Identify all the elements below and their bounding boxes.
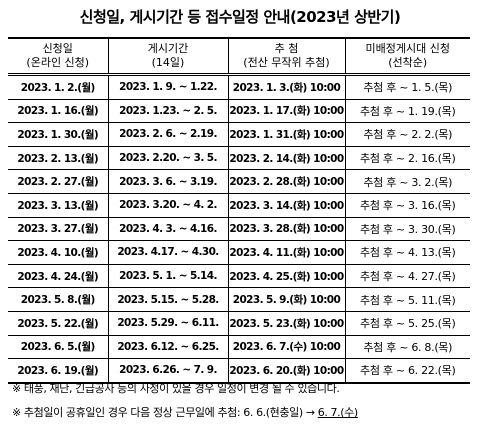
table-cell: 2023. 2. 6. ~ 2.19.: [107, 122, 229, 147]
table-cell: 2023. 6. 19.(월): [8, 358, 109, 384]
table-cell: 2023. 3.20. ~ 4. 2.: [107, 192, 229, 218]
table-row: 2023. 2. 27.(월) 2023. 3. 6. ~ 3.19. 2023. …: [8, 169, 470, 194]
table-cell: 2023. 2.20. ~ 3. 5.: [107, 145, 229, 171]
table-cell: 추첨 후 ~ 6. 22.(목): [344, 358, 470, 384]
table-cell: 2023. 2. 28.(화) 10:00: [227, 169, 346, 194]
table-cell: 2023. 2. 13.(월): [8, 145, 109, 171]
table-cell: 2023. 3. 14.(화) 10:00: [227, 192, 346, 218]
table-cell: 추첨 후 ~ 6. 8.(목): [344, 334, 470, 360]
table-row: 2023. 3. 27.(월) 2023. 4. 3. ~ 4.16. 2023. …: [8, 216, 470, 242]
table-cell: 2023. 6.26. ~ 7. 9.: [107, 358, 229, 384]
table-cell: 2023. 4. 24.(월): [8, 263, 109, 289]
header-line: (14일): [151, 56, 185, 69]
table-row: 2023. 2. 13.(월) 2023. 2.20. ~ 3. 5. 2023. …: [8, 145, 470, 171]
table-row: 2023. 4. 10.(월) 2023. 4.17. ~ 4.30. 2023. …: [8, 240, 470, 265]
table-cell: 2023. 5. 8.(월): [8, 287, 109, 312]
table-cell: 2023. 6. 20.(화) 10:00: [227, 358, 346, 384]
table-cell: 2023. 5. 22.(월): [8, 310, 109, 336]
header-line: (온라인 신청): [26, 56, 90, 69]
table-cell: 2023. 6. 7.(수) 10:00: [227, 334, 346, 360]
table-cell: 2023. 5. 9.(화) 10:00: [227, 287, 346, 312]
table-cell: 2023. 1. 30.(월): [8, 122, 109, 147]
table-row: 2023. 1. 2.(월) 2023. 1. 9. ~ 1.22. 2023. 1…: [8, 74, 470, 100]
header-cell: 추 첨 (전산 무작위 추첨): [227, 37, 346, 76]
table-cell: 2023. 6. 5.(월): [8, 334, 109, 360]
schedule-table: 신청일 (온라인 신청) 게시기간 (14일) 추 첨 (전산 무작위 추첨) 미배정게시대…: [8, 37, 470, 384]
table-cell: 2023. 5.29. ~ 6.11.: [107, 310, 229, 336]
table-cell: 2023. 4. 25.(화) 10:00: [227, 263, 346, 289]
header-line: 추 첨: [274, 42, 299, 55]
table-row: 2023. 6. 19.(월) 2023. 6.26. ~ 7. 9. 2023. …: [8, 358, 470, 384]
header-line: (전산 무작위 추첨): [243, 56, 330, 69]
table-row: 2023. 6. 5.(월) 2023. 6.12. ~ 6.25. 2023. 6…: [8, 334, 470, 360]
table-cell: 2023. 4. 11.(화) 10:00: [227, 240, 346, 265]
title: 신청일, 게시기간 등 접수일정 안내(2023년 상반기): [79, 8, 401, 26]
table-cell: 2023. 1. 3.(화) 10:00: [227, 74, 346, 100]
table-row: 2023. 1. 30.(월) 2023. 2. 6. ~ 2.19. 2023. …: [8, 122, 470, 147]
table-cell: 2023. 5. 1. ~ 5.14.: [107, 263, 229, 289]
table-row: 2023. 5. 8.(월) 2023. 5.15. ~ 5.28. 2023. 5…: [8, 287, 470, 312]
table-cell: 추첨 후 ~ 5. 11.(목): [344, 287, 470, 312]
table-cell: 2023. 4. 10.(월): [8, 240, 109, 265]
note: ※ 태풍, 재난, 긴급공사 등의 사정이 있을 경우 일정이 변경 될 수 있…: [12, 382, 340, 395]
header-line: 미배정게시대 신청: [365, 42, 450, 55]
table-cell: 2023. 1. 9. ~ 1.22.: [107, 74, 229, 100]
header-row: 신청일 (온라인 신청) 게시기간 (14일) 추 첨 (전산 무작위 추첨) 미배정게시대…: [8, 37, 470, 76]
table-cell: 추첨 후 ~ 3. 2.(목): [344, 169, 470, 194]
table-cell: 추첨 후 ~ 3. 16.(목): [344, 192, 470, 218]
header-cell: 신청일 (온라인 신청): [8, 37, 109, 76]
table-cell: 추첨 후 ~ 2. 2.(목): [344, 122, 470, 147]
table-cell: 2023. 3. 6. ~ 3.19.: [107, 169, 229, 194]
table-cell: 추첨 후 ~ 1. 19.(목): [344, 98, 470, 124]
table-cell: 2023. 1. 17.(화) 10:00: [227, 98, 346, 124]
table-cell: 2023. 3. 28.(화) 10:00: [227, 216, 346, 242]
header-cell: 게시기간 (14일): [107, 37, 229, 76]
table-cell: 추첨 후 ~ 5. 25.(목): [344, 310, 470, 336]
table-cell: 추첨 후 ~ 4. 13.(목): [344, 240, 470, 265]
table-cell: 2023. 4.17. ~ 4.30.: [107, 240, 229, 265]
table-cell: 추첨 후 ~ 1. 5.(목): [344, 74, 470, 100]
table-cell: 2023. 2. 14.(화) 10:00: [227, 145, 346, 171]
table-cell: 추첨 후 ~ 4. 27.(목): [344, 263, 470, 289]
table-cell: 2023. 2. 27.(월): [8, 169, 109, 194]
header-line: 게시기간: [147, 42, 189, 55]
header-line: (선착순): [388, 56, 428, 69]
table-cell: 2023. 1. 2.(월): [8, 74, 109, 100]
table-cell: 2023. 1. 16.(월): [8, 98, 109, 124]
header-line: 신청일: [42, 42, 73, 55]
table-cell: 2023. 5. 23.(화) 10:00: [227, 310, 346, 336]
table-row: 2023. 3. 13.(월) 2023. 3.20. ~ 4. 2. 2023. …: [8, 192, 470, 218]
note-underlined: 6. 7.(수): [317, 406, 358, 419]
table-row: 2023. 4. 24.(월) 2023. 5. 1. ~ 5.14. 2023. …: [8, 263, 470, 289]
table-cell: 2023. 1. 31.(화) 10:00: [227, 122, 346, 147]
table-cell: 추첨 후 ~ 3. 30.(목): [344, 216, 470, 242]
note-text: ※ 추첨일이 공휴일인 경우 다음 정상 근무일에 추첨: 6. 6.(현충일)…: [12, 406, 315, 419]
table-body: 2023. 1. 2.(월) 2023. 1. 9. ~ 1.22. 2023. 1…: [8, 74, 470, 384]
table-cell: 2023. 4. 3. ~ 4.16.: [107, 216, 229, 242]
note: ※ 추첨일이 공휴일인 경우 다음 정상 근무일에 추첨: 6. 6.(현충일)…: [12, 404, 358, 420]
header-cell: 미배정게시대 신청 (선착순): [344, 37, 470, 76]
table-cell: 2023. 3. 13.(월): [8, 192, 109, 218]
table-row: 2023. 1. 16.(월) 2023. 1.23. ~ 2. 5. 2023. …: [8, 98, 470, 124]
table-cell: 추첨 후 ~ 2. 16.(목): [344, 145, 470, 171]
table-cell: 2023. 3. 27.(월): [8, 216, 109, 242]
table-cell: 2023. 6.12. ~ 6.25.: [107, 334, 229, 360]
table-cell: 2023. 1.23. ~ 2. 5.: [107, 98, 229, 124]
table-cell: 2023. 5.15. ~ 5.28.: [107, 287, 229, 312]
table-row: 2023. 5. 22.(월) 2023. 5.29. ~ 6.11. 2023. …: [8, 310, 470, 336]
